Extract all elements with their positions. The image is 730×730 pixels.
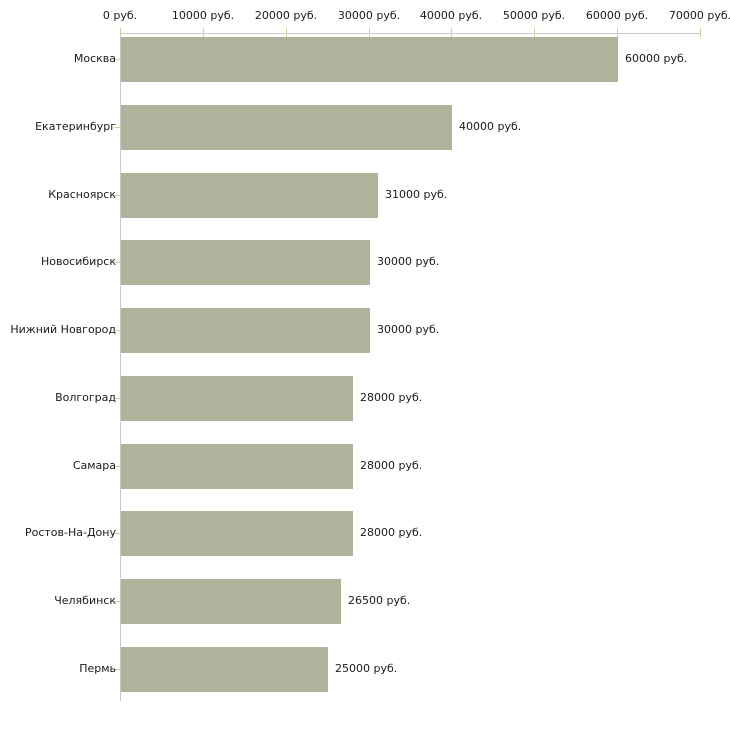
category-label: Самара xyxy=(72,459,116,472)
y-axis-tick-mark xyxy=(114,59,120,60)
bar xyxy=(121,37,618,82)
x-axis-tick-mark xyxy=(534,28,535,37)
x-axis-tick-label: 10000 руб. xyxy=(171,9,235,22)
bar xyxy=(121,511,353,556)
bar xyxy=(121,376,353,421)
bar xyxy=(121,579,341,624)
y-axis-tick-mark xyxy=(114,127,120,128)
x-axis-tick-mark xyxy=(451,28,452,37)
bar-value-label: 26500 руб. xyxy=(348,594,411,607)
x-axis-tick-label: 50000 руб. xyxy=(502,9,566,22)
bar-value-label: 30000 руб. xyxy=(377,323,440,336)
bar-value-label: 28000 руб. xyxy=(360,459,423,472)
y-axis-tick-mark xyxy=(114,669,120,670)
y-axis-tick-mark xyxy=(114,262,120,263)
bar xyxy=(121,105,452,150)
category-label: Екатеринбург xyxy=(35,120,116,133)
y-axis-tick-mark xyxy=(114,466,120,467)
category-label: Волгоград xyxy=(55,391,116,404)
bar-value-label: 60000 руб. xyxy=(625,52,688,65)
category-label: Ростов-На-Дону xyxy=(24,526,116,539)
y-axis-tick-mark xyxy=(114,195,120,196)
x-axis-tick-mark xyxy=(369,28,370,37)
bar-value-label: 28000 руб. xyxy=(360,391,423,404)
x-axis-tick-mark xyxy=(203,28,204,37)
x-axis-tick-label: 70000 руб. xyxy=(668,9,730,22)
x-axis-tick-label: 20000 руб. xyxy=(254,9,318,22)
bar-value-label: 30000 руб. xyxy=(377,255,440,268)
category-label: Москва xyxy=(73,52,116,65)
x-axis-tick-mark xyxy=(286,28,287,37)
category-label: Красноярск xyxy=(48,188,116,201)
x-axis-tick-label: 0 руб. xyxy=(102,9,138,22)
category-label: Новосибирск xyxy=(40,255,116,268)
bar-value-label: 25000 руб. xyxy=(335,662,398,675)
category-label: Нижний Новгород xyxy=(10,323,116,336)
y-axis-line xyxy=(120,33,121,701)
x-axis-tick-label: 60000 руб. xyxy=(585,9,649,22)
x-axis-tick-mark xyxy=(617,28,618,37)
bar-value-label: 28000 руб. xyxy=(360,526,423,539)
x-axis-tick-label: 30000 руб. xyxy=(337,9,401,22)
bar xyxy=(121,240,370,285)
bar-value-label: 40000 руб. xyxy=(459,120,522,133)
category-label: Челябинск xyxy=(54,594,116,607)
y-axis-tick-mark xyxy=(114,398,120,399)
category-label: Пермь xyxy=(79,662,116,675)
y-axis-tick-mark xyxy=(114,533,120,534)
bar xyxy=(121,308,370,353)
x-axis-line xyxy=(120,33,701,34)
x-axis-tick-label: 40000 руб. xyxy=(419,9,483,22)
y-axis-tick-mark xyxy=(114,601,120,602)
x-axis-tick-mark xyxy=(700,28,701,37)
bar xyxy=(121,444,353,489)
x-axis-tick-mark xyxy=(120,28,121,37)
bar xyxy=(121,647,328,692)
bar-value-label: 31000 руб. xyxy=(385,188,448,201)
y-axis-tick-mark xyxy=(114,330,120,331)
bar xyxy=(121,173,378,218)
